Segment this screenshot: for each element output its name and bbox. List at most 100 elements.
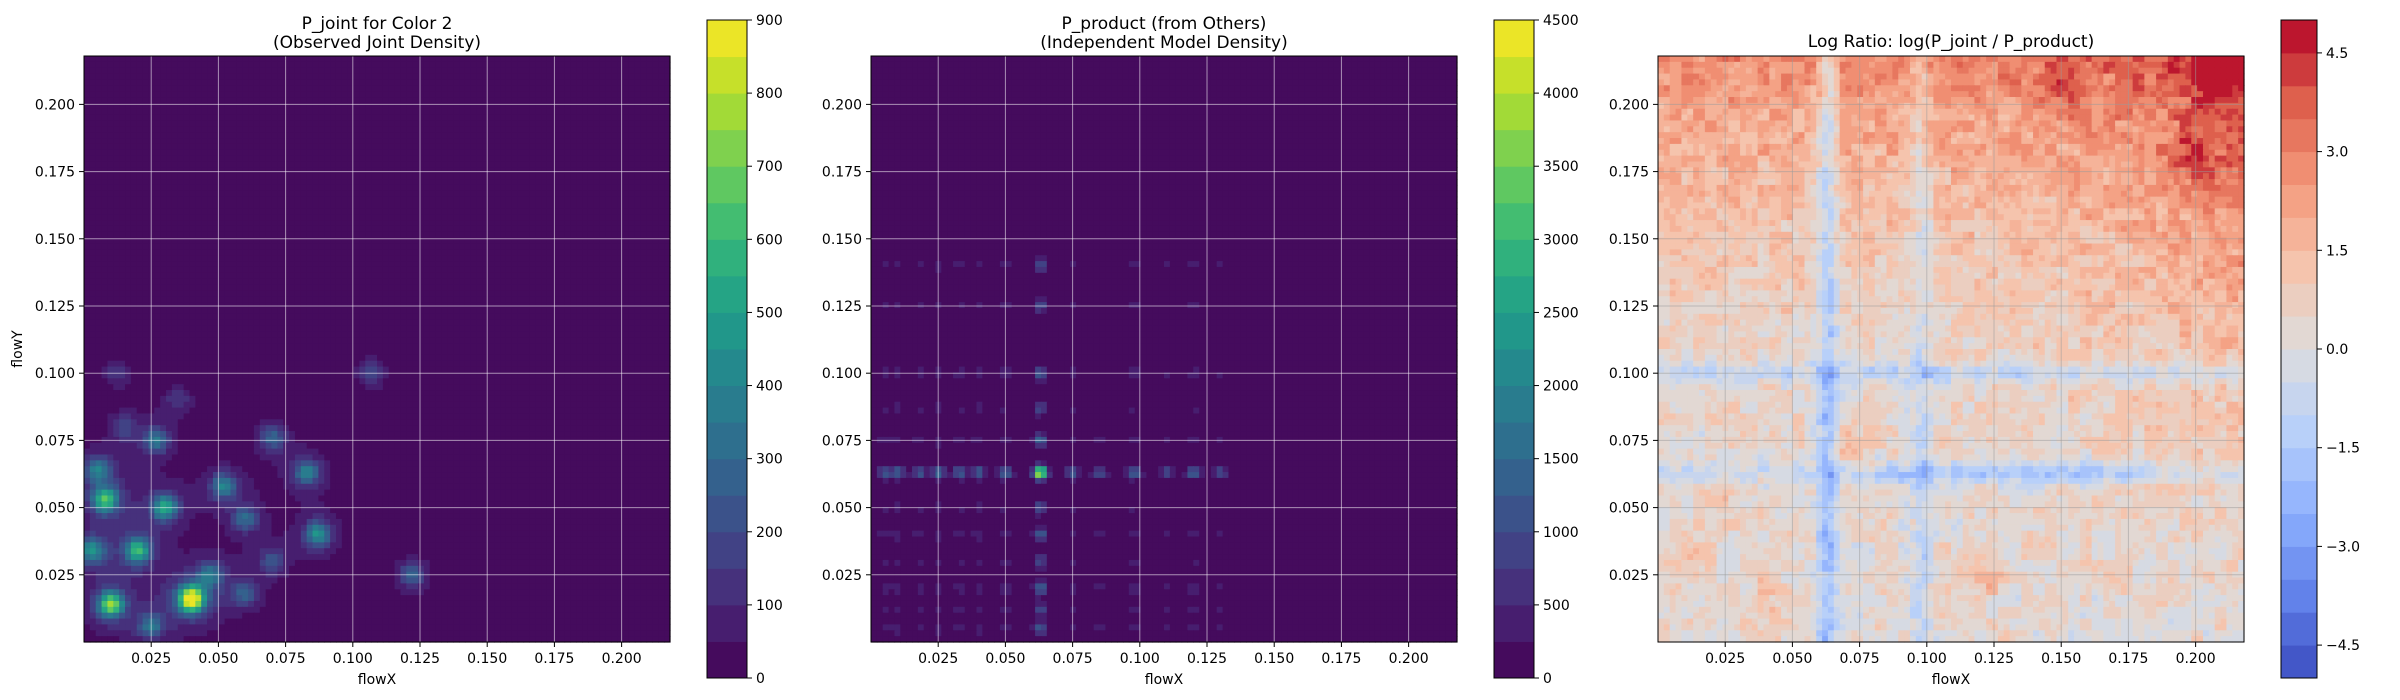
heatmap-cell bbox=[576, 184, 583, 192]
heatmap-cell bbox=[365, 108, 372, 116]
heatmap-cell bbox=[306, 261, 314, 268]
heatmap-cell bbox=[576, 296, 583, 303]
heatmap-cell bbox=[664, 149, 671, 157]
heatmap-cell bbox=[535, 138, 542, 145]
heatmap-cell bbox=[306, 337, 314, 344]
heatmap-cell bbox=[312, 61, 319, 69]
heatmap-cell bbox=[136, 102, 144, 110]
heatmap-cell bbox=[294, 208, 302, 215]
heatmap-cell bbox=[406, 313, 413, 321]
heatmap-cell bbox=[347, 67, 355, 75]
heatmap-cell bbox=[652, 284, 659, 291]
heatmap-cell bbox=[218, 56, 226, 63]
heatmap-cell bbox=[125, 208, 132, 215]
heatmap-cell bbox=[330, 120, 337, 127]
heatmap-cell bbox=[265, 290, 273, 297]
heatmap-cell bbox=[230, 284, 237, 291]
heatmap-cell bbox=[394, 91, 402, 98]
heatmap-cell bbox=[207, 202, 214, 209]
heatmap-cell bbox=[265, 85, 273, 92]
heatmap-cell bbox=[125, 313, 132, 321]
heatmap-cell bbox=[330, 319, 337, 327]
heatmap-cell bbox=[242, 343, 249, 350]
heatmap-cell bbox=[207, 325, 214, 333]
heatmap-cell bbox=[558, 73, 566, 81]
heatmap-cell bbox=[259, 296, 267, 303]
heatmap-cell bbox=[195, 73, 202, 81]
heatmap-cell bbox=[529, 220, 536, 227]
heatmap-cell bbox=[535, 79, 542, 86]
heatmap-cell bbox=[171, 313, 179, 321]
heatmap-cell bbox=[423, 190, 431, 198]
heatmap-cell bbox=[312, 337, 319, 344]
heatmap-cell bbox=[107, 343, 114, 350]
heatmap-cell bbox=[347, 343, 355, 350]
heatmap-cell bbox=[611, 184, 618, 192]
heatmap-cell bbox=[136, 214, 144, 221]
heatmap-cell bbox=[599, 237, 607, 245]
heatmap-cell bbox=[429, 167, 437, 174]
heatmap-cell bbox=[599, 102, 607, 110]
heatmap-cell bbox=[312, 67, 319, 75]
heatmap-cell bbox=[400, 225, 407, 233]
heatmap-cell bbox=[259, 202, 267, 209]
heatmap-cell bbox=[517, 143, 525, 151]
heatmap-cell bbox=[183, 225, 191, 233]
heatmap-cell bbox=[183, 184, 191, 192]
heatmap-cell bbox=[265, 61, 273, 69]
heatmap-cell bbox=[253, 208, 261, 215]
heatmap-cell bbox=[230, 225, 237, 233]
heatmap-cell bbox=[212, 61, 220, 69]
heatmap-cell bbox=[634, 56, 642, 63]
heatmap-cell bbox=[318, 179, 325, 186]
heatmap-cell bbox=[365, 278, 372, 286]
heatmap-cell bbox=[552, 149, 560, 157]
heatmap-cell bbox=[464, 302, 472, 309]
heatmap-cell bbox=[406, 319, 413, 327]
heatmap-cell bbox=[640, 319, 648, 327]
heatmap-cell bbox=[101, 290, 109, 297]
heatmap-cell bbox=[294, 325, 302, 333]
heatmap-cell bbox=[435, 225, 443, 233]
heatmap-cell bbox=[646, 149, 654, 157]
heatmap-cell bbox=[230, 261, 237, 268]
heatmap-cell bbox=[558, 290, 566, 297]
heatmap-cell bbox=[377, 243, 384, 250]
heatmap-cell bbox=[535, 114, 542, 122]
heatmap-cell bbox=[183, 149, 191, 157]
heatmap-cell bbox=[95, 220, 103, 227]
heatmap-cell bbox=[423, 272, 431, 280]
heatmap-cell bbox=[570, 184, 577, 192]
heatmap-cell bbox=[382, 79, 390, 86]
heatmap-cell bbox=[570, 343, 577, 350]
heatmap-cell bbox=[500, 184, 507, 192]
heatmap-cell bbox=[236, 97, 243, 104]
heatmap-cell bbox=[189, 173, 196, 180]
heatmap-cell bbox=[218, 138, 226, 145]
heatmap-cell bbox=[552, 343, 560, 350]
heatmap-cell bbox=[365, 290, 372, 297]
heatmap-cell bbox=[335, 278, 343, 286]
heatmap-cell bbox=[546, 313, 554, 321]
heatmap-cell bbox=[207, 161, 214, 168]
heatmap-cell bbox=[160, 343, 167, 350]
heatmap-cell bbox=[207, 196, 214, 204]
heatmap-cell bbox=[464, 313, 472, 321]
heatmap-cell bbox=[470, 61, 478, 69]
heatmap-cell bbox=[488, 56, 495, 63]
heatmap-cell bbox=[365, 190, 372, 198]
heatmap-cell bbox=[382, 173, 390, 180]
heatmap-cell bbox=[253, 231, 261, 239]
heatmap-cell bbox=[130, 325, 138, 333]
heatmap-cell bbox=[130, 138, 138, 145]
heatmap-cell bbox=[412, 155, 419, 163]
heatmap-cell bbox=[277, 67, 284, 75]
heatmap-cell bbox=[470, 302, 478, 309]
heatmap-cell bbox=[464, 179, 472, 186]
heatmap-cell bbox=[617, 73, 624, 81]
heatmap-cell bbox=[294, 161, 302, 168]
heatmap-cell bbox=[224, 184, 232, 192]
heatmap-cell bbox=[412, 214, 419, 221]
heatmap-cell bbox=[494, 56, 501, 63]
heatmap-cell bbox=[312, 202, 319, 209]
